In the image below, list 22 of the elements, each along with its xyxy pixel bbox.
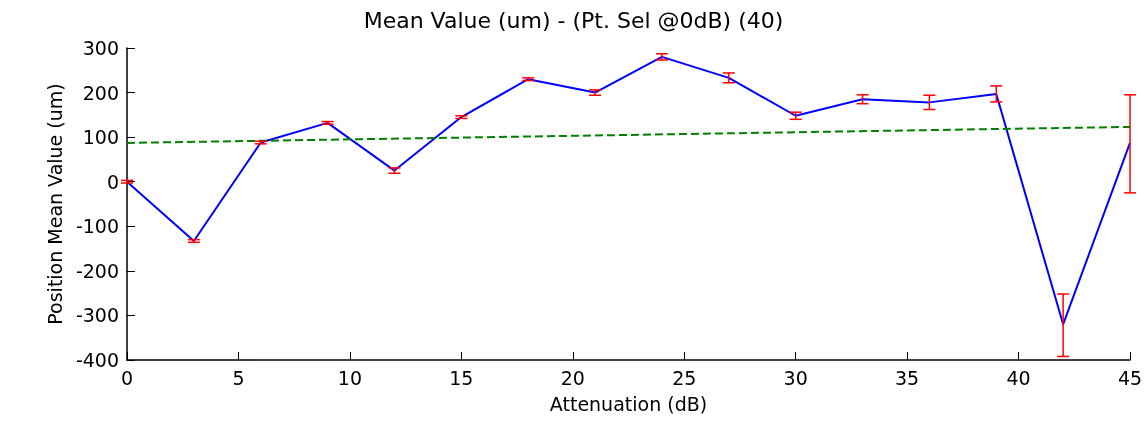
y-tick-label: 200 bbox=[82, 81, 119, 104]
y-tick-label: -100 bbox=[75, 215, 119, 238]
y-tick-label: -200 bbox=[75, 259, 119, 282]
x-axis-title: Attenuation (dB) bbox=[549, 392, 708, 415]
x-tick-label: 45 bbox=[1117, 366, 1143, 389]
x-tick-label: 40 bbox=[1006, 366, 1031, 389]
x-tick-label: 15 bbox=[449, 366, 474, 389]
x-tick-label: 5 bbox=[232, 366, 245, 389]
y-tick-label: -300 bbox=[75, 304, 119, 327]
y-axis-title: Position Mean Value (um) bbox=[44, 83, 67, 325]
x-tick-label: 30 bbox=[783, 366, 808, 389]
x-tick-label: 0 bbox=[120, 366, 134, 389]
x-tick-label: 10 bbox=[337, 366, 362, 389]
chart-title: Mean Value (um) - (Pt. Sel @0dB) (40) bbox=[363, 7, 784, 33]
y-tick-label: 300 bbox=[82, 37, 119, 59]
x-tick-label: 20 bbox=[560, 366, 585, 389]
x-tick-label: 25 bbox=[672, 366, 697, 389]
y-tick-label: -400 bbox=[75, 349, 119, 371]
y-tick-label: 0 bbox=[106, 170, 119, 193]
line-series bbox=[126, 55, 1131, 326]
x-tick-label: 35 bbox=[895, 366, 920, 389]
y-tick-label: 100 bbox=[82, 126, 119, 149]
